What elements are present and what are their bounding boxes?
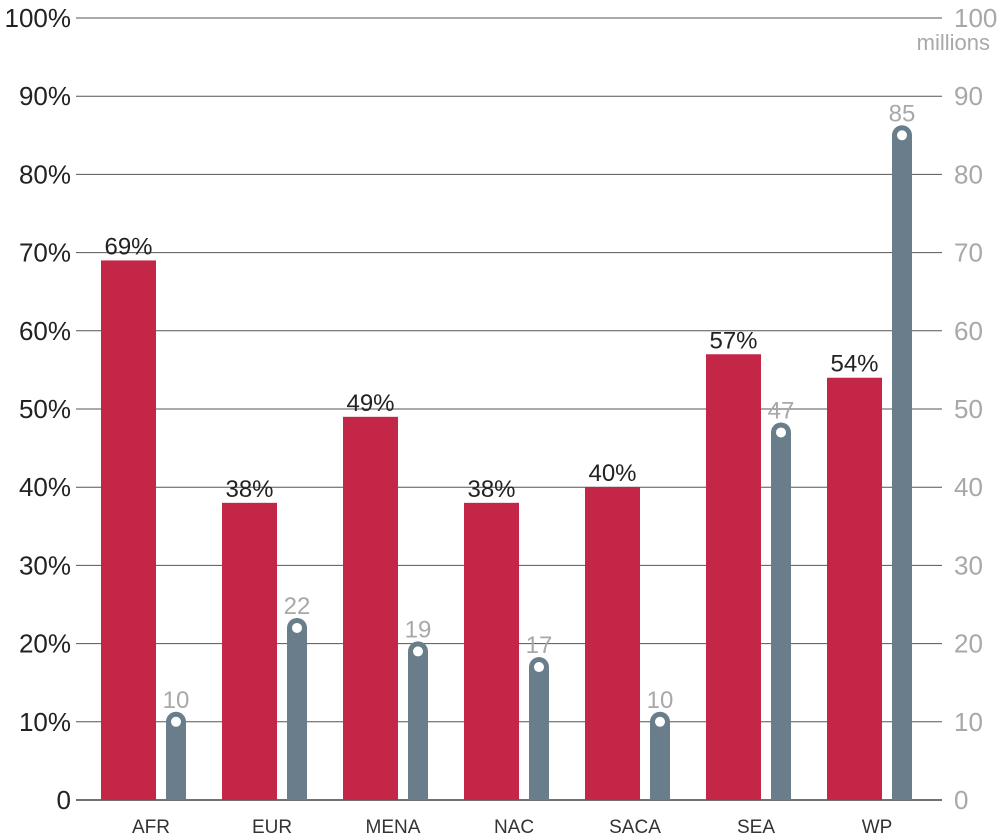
- millions-bar: [529, 667, 549, 800]
- right-tick-label: 100: [954, 3, 997, 33]
- percent-bar: [706, 354, 761, 800]
- millions-value-label: 17: [526, 632, 553, 659]
- millions-marker: [413, 646, 423, 657]
- millions-marker: [292, 622, 302, 633]
- millions-bar: [771, 432, 791, 800]
- millions-value-label: 10: [647, 687, 674, 714]
- millions-marker: [776, 427, 786, 438]
- right-tick-label: 90: [954, 81, 983, 111]
- category-label: SACA: [609, 817, 661, 837]
- percent-bar: [343, 416, 398, 800]
- percent-value-label: 38%: [225, 476, 273, 503]
- millions-bar: [650, 721, 670, 800]
- left-tick-label: 80%: [19, 159, 71, 189]
- bars: 69% 10 38% 22 49% 19 38% 17 40% 10 57% 47 54% 85: [101, 100, 916, 801]
- left-tick-label: 90%: [19, 81, 71, 111]
- left-axis-ticks: 0 10% 20% 30% 40% 50% 60% 70% 80% 90% 100%: [5, 3, 72, 815]
- right-tick-label: 40: [954, 472, 983, 502]
- right-tick-label: 0: [954, 785, 968, 815]
- category-label: EUR: [252, 817, 292, 837]
- percent-bar: [827, 377, 882, 800]
- left-tick-label: 10%: [19, 707, 71, 737]
- millions-value-label: 85: [889, 100, 916, 127]
- millions-bar: [892, 135, 912, 801]
- percent-bar: [222, 502, 277, 800]
- millions-value-label: 19: [405, 616, 432, 643]
- category-label: NAC: [494, 817, 534, 837]
- millions-value-label: 47: [768, 397, 795, 424]
- left-tick-label: 30%: [19, 550, 71, 580]
- millions-bar: [408, 651, 428, 800]
- right-axis-ticks: 0 10 20 30 40 50 60 70 80 90 100: [954, 3, 997, 815]
- category-labels: AFR EUR MENA NAC SACA SEA WP: [132, 817, 892, 837]
- millions-value-label: 22: [284, 593, 311, 620]
- category-label: AFR: [132, 817, 170, 837]
- left-tick-label: 100%: [5, 3, 72, 33]
- percent-value-label: 49%: [346, 390, 394, 417]
- millions-value-label: 10: [163, 687, 190, 714]
- right-tick-label: 10: [954, 707, 983, 737]
- millions-bar: [287, 627, 307, 800]
- percent-bar: [464, 502, 519, 800]
- percent-bar: [101, 260, 156, 800]
- percent-value-label: 69%: [104, 233, 152, 260]
- left-tick-label: 0: [57, 785, 71, 815]
- percent-value-label: 40%: [588, 460, 636, 487]
- right-tick-label: 20: [954, 629, 983, 659]
- percent-value-label: 54%: [830, 351, 878, 378]
- left-tick-label: 50%: [19, 394, 71, 424]
- right-tick-label: 70: [954, 238, 983, 268]
- left-tick-label: 60%: [19, 316, 71, 346]
- right-tick-label: 50: [954, 394, 983, 424]
- millions-marker: [655, 716, 665, 727]
- right-axis-unit: millions: [917, 30, 990, 55]
- millions-marker: [897, 130, 907, 141]
- left-tick-label: 20%: [19, 629, 71, 659]
- millions-marker: [171, 716, 181, 727]
- category-label: WP: [862, 817, 893, 837]
- right-tick-label: 80: [954, 159, 983, 189]
- percent-bar: [585, 487, 640, 800]
- left-tick-label: 40%: [19, 472, 71, 502]
- right-tick-label: 30: [954, 550, 983, 580]
- gridlines: [76, 17, 942, 801]
- left-tick-label: 70%: [19, 238, 71, 268]
- millions-marker: [534, 662, 544, 673]
- right-tick-label: 60: [954, 316, 983, 346]
- category-label: SEA: [737, 817, 775, 837]
- category-label: MENA: [366, 817, 421, 837]
- millions-bar: [166, 721, 186, 800]
- percent-value-label: 38%: [467, 476, 515, 503]
- percent-value-label: 57%: [709, 327, 757, 354]
